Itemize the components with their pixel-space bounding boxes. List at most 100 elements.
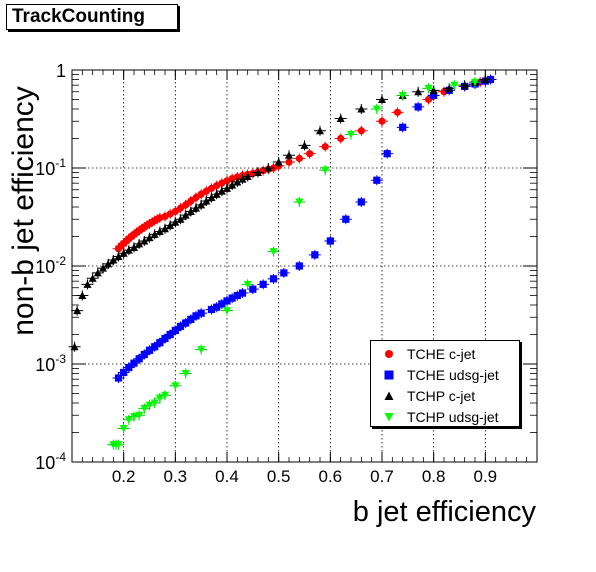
data-point	[114, 441, 123, 449]
data-point	[130, 243, 138, 251]
x-tick-label: 0.3	[164, 467, 188, 486]
legend-item-tche-udsg: TCHE udsg-jet	[371, 364, 519, 385]
data-point	[254, 168, 262, 176]
data-point	[213, 303, 221, 311]
x-tick-label: 0.7	[370, 467, 394, 486]
data-point	[176, 322, 185, 330]
y-axis-label: non-b jet efficiency	[7, 86, 40, 336]
data-point	[228, 294, 236, 302]
data-point	[429, 86, 438, 94]
data-point	[238, 289, 247, 297]
data-point	[88, 274, 97, 282]
data-point	[120, 368, 128, 377]
data-point	[181, 211, 190, 219]
data-point	[223, 297, 231, 305]
data-point	[238, 175, 247, 183]
data-point	[171, 382, 180, 390]
data-point	[155, 227, 164, 235]
chart-title: TrackCounting	[12, 6, 146, 27]
legend: TCHE c-jet TCHE udsg-jet TCHP c-jet TCHP…	[370, 340, 520, 427]
x-tick-label: 0.9	[474, 467, 498, 486]
data-point	[295, 154, 303, 163]
x-tick-label: 0.5	[267, 467, 291, 486]
data-point	[357, 127, 365, 135]
data-point	[233, 177, 242, 186]
data-point	[182, 201, 190, 209]
data-point	[357, 104, 366, 113]
data-point	[249, 285, 257, 293]
data-point	[171, 207, 179, 216]
legend-item-tchp-c: TCHP c-jet	[371, 385, 519, 406]
data-point	[357, 198, 365, 206]
data-point	[150, 399, 159, 407]
legend-label: TCHE udsg-jet	[407, 366, 499, 383]
data-point	[326, 237, 334, 245]
y-tick-label: 10-1	[35, 156, 66, 179]
data-point	[70, 342, 79, 351]
data-point	[99, 264, 107, 272]
data-point	[187, 315, 195, 324]
data-point	[243, 172, 252, 180]
data-point	[378, 117, 386, 125]
data-point	[223, 307, 231, 315]
data-point	[269, 248, 278, 256]
y-tick-label: 10-3	[35, 352, 66, 375]
x-tick-label: 0.2	[112, 467, 136, 486]
data-point	[161, 334, 169, 343]
data-point	[337, 134, 345, 143]
data-point	[414, 87, 423, 96]
data-point	[140, 350, 148, 359]
data-point	[135, 355, 143, 363]
data-point	[399, 123, 407, 131]
data-point	[372, 105, 381, 113]
data-point	[125, 363, 133, 372]
data-point	[207, 305, 216, 314]
data-point	[424, 84, 433, 93]
data-point	[269, 275, 278, 283]
x-tick-label: 0.8	[422, 467, 446, 486]
data-point	[150, 230, 159, 238]
data-point	[383, 150, 391, 158]
series-tchp-udsg-jet	[107, 77, 481, 450]
data-point	[156, 339, 164, 347]
series-tchp-c-jet	[68, 74, 492, 352]
data-point	[342, 215, 350, 223]
data-point	[166, 221, 175, 229]
legend-label: TCHP c-jet	[407, 387, 476, 404]
data-point	[155, 394, 164, 402]
data-point	[145, 346, 154, 354]
data-point	[295, 262, 303, 270]
data-point	[445, 84, 454, 92]
data-point	[280, 269, 288, 277]
data-point	[223, 184, 231, 192]
x-axis-label: b jet efficiency	[352, 496, 536, 528]
data-point	[217, 187, 226, 195]
data-point	[192, 193, 200, 202]
data-point	[145, 233, 154, 242]
data-point	[218, 300, 226, 308]
data-point	[197, 309, 205, 317]
data-point	[264, 164, 273, 172]
data-point	[171, 326, 179, 335]
data-point	[166, 330, 174, 339]
data-point	[176, 215, 185, 223]
data-point	[161, 391, 169, 400]
data-point	[161, 224, 169, 233]
data-point	[104, 259, 113, 268]
data-point	[130, 359, 138, 367]
legend-marker-circle-red	[385, 349, 393, 358]
data-point	[233, 291, 241, 300]
data-point	[83, 280, 92, 288]
data-point	[73, 306, 82, 315]
data-point	[135, 239, 144, 248]
data-point	[347, 130, 355, 139]
data-point	[460, 81, 469, 89]
data-point	[393, 108, 402, 116]
data-point	[285, 151, 293, 159]
y-tick-label: 1	[56, 61, 66, 81]
data-point	[228, 181, 237, 189]
data-point	[186, 207, 195, 215]
data-point	[259, 280, 267, 288]
data-point	[78, 291, 87, 300]
data-point	[140, 405, 149, 413]
